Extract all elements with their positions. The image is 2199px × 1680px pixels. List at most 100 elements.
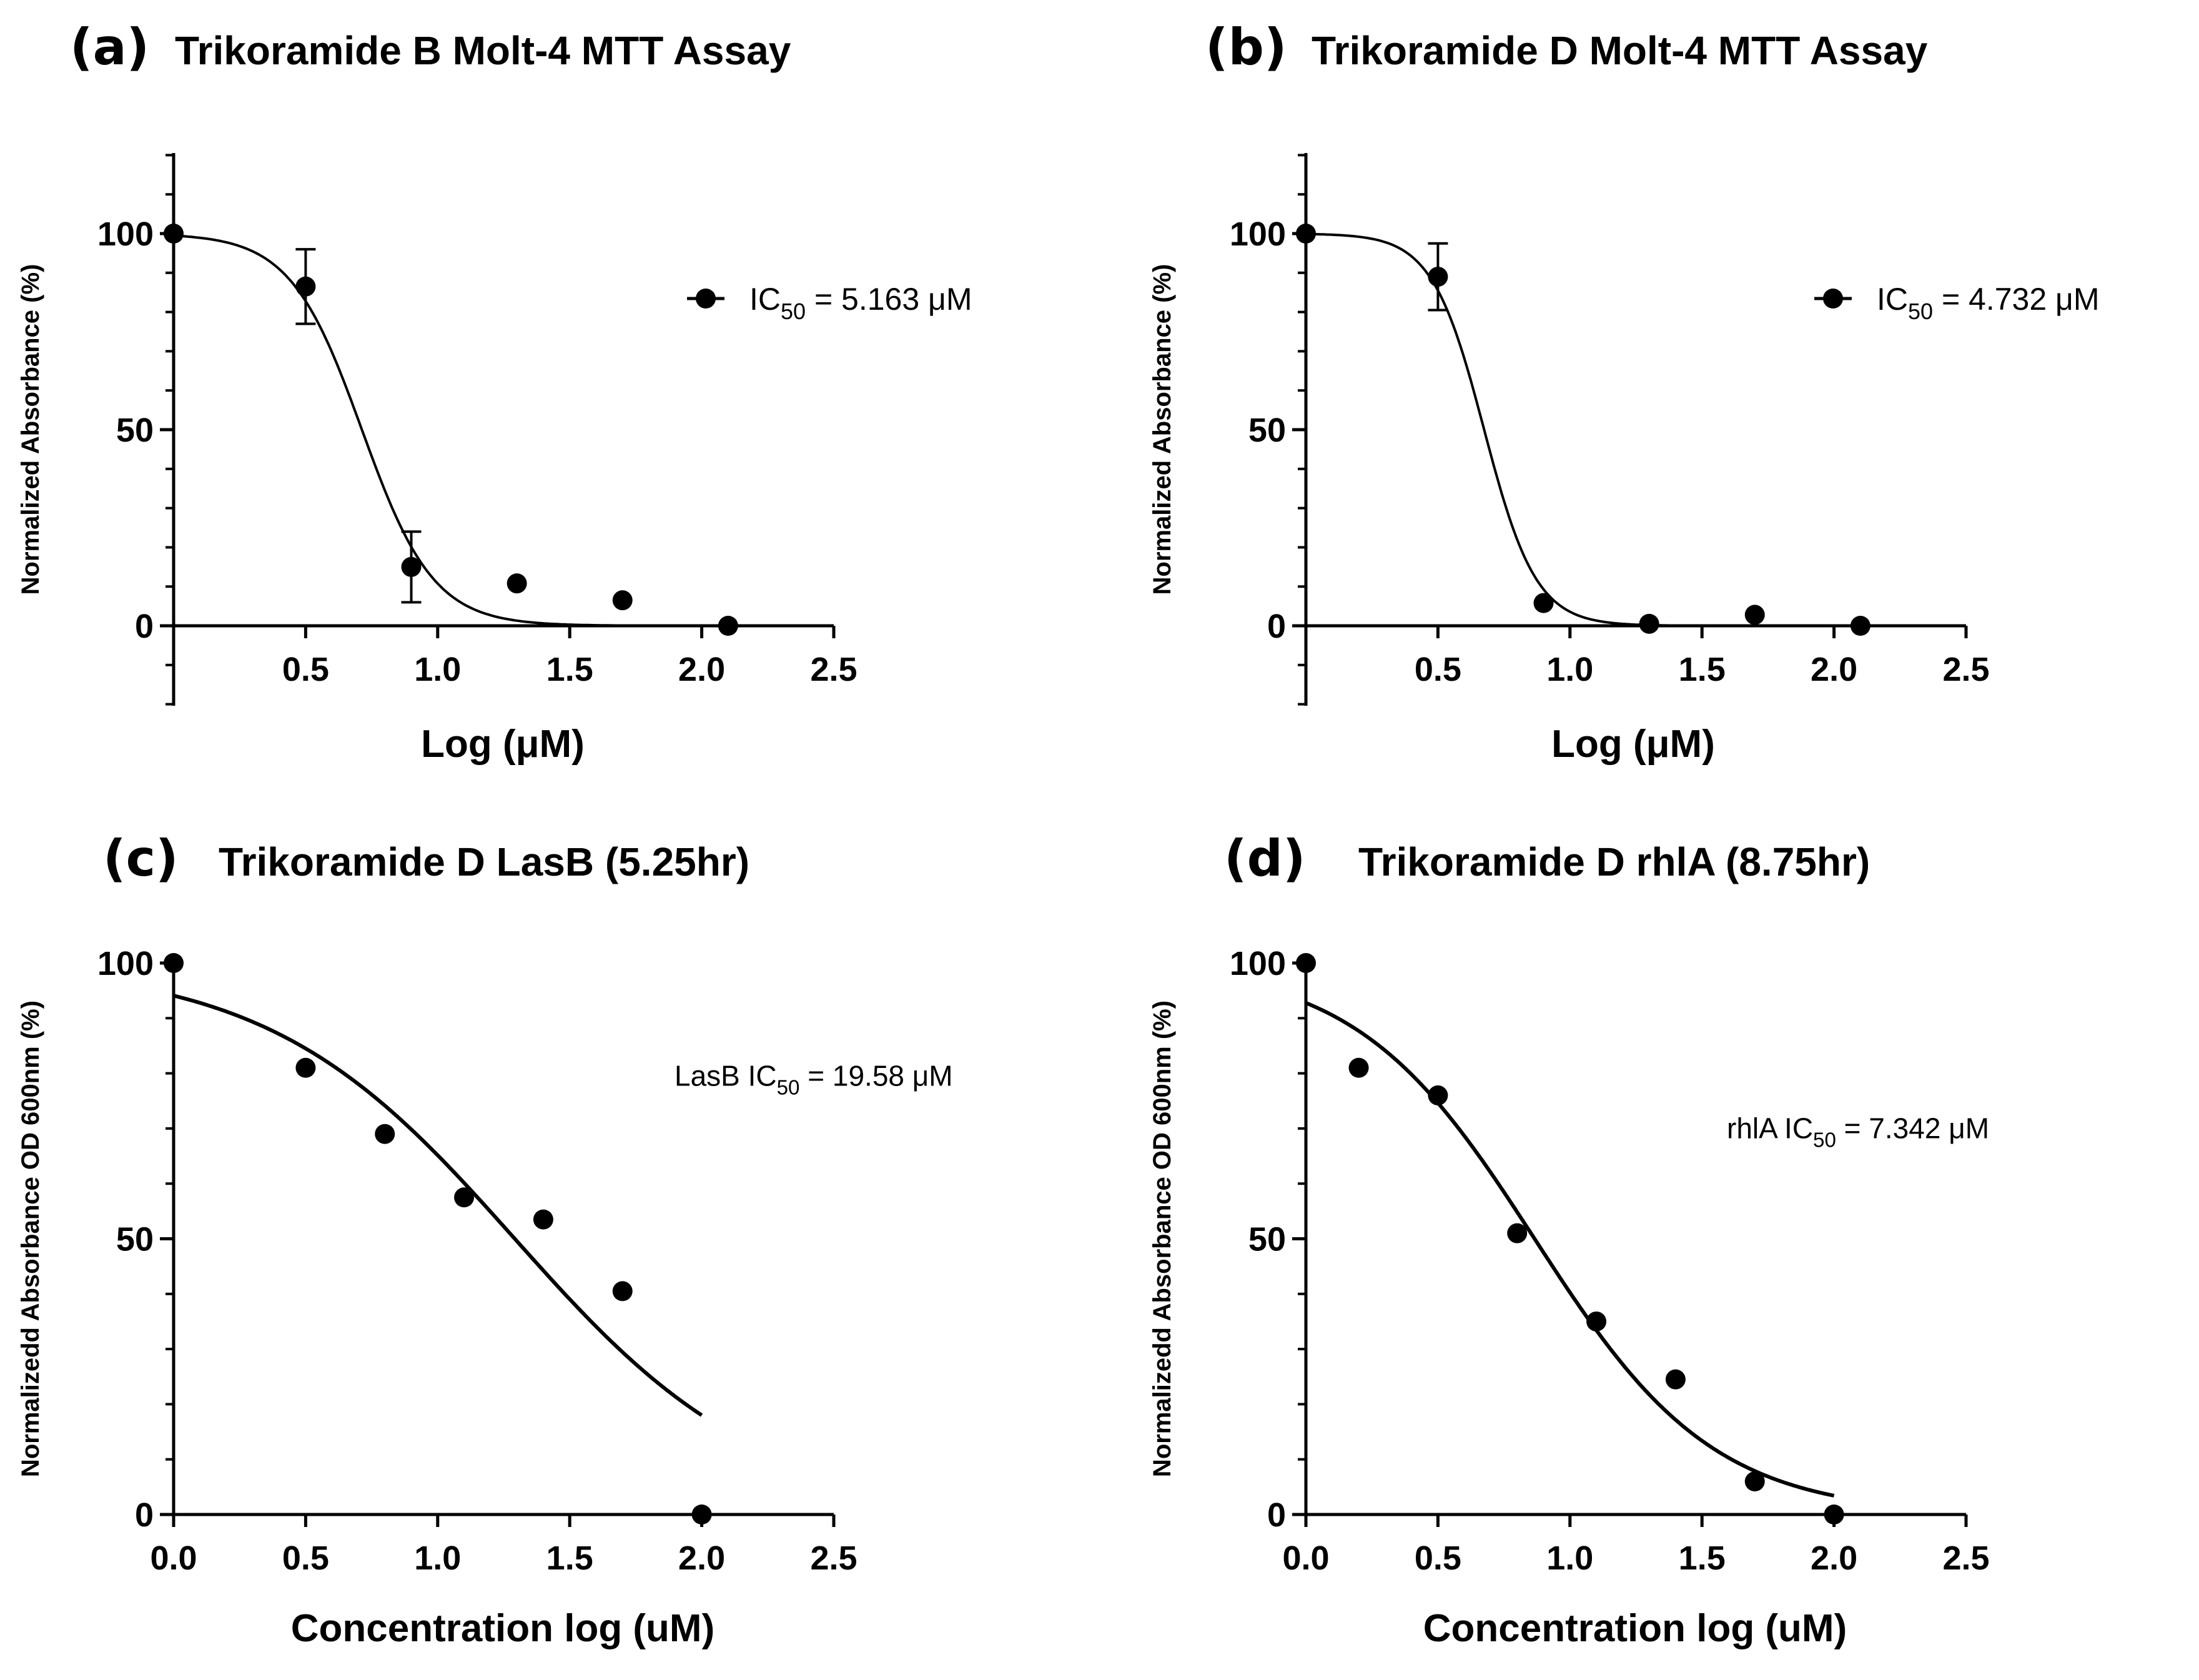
data-point — [612, 590, 633, 611]
data-point — [1533, 593, 1554, 613]
chart-panel: (a) Trikoramide B Molt-4 MTT Assay 0.5 1.0 1… — [17, 18, 972, 766]
data-point — [164, 224, 184, 244]
y-tick-label: 0 — [135, 1496, 154, 1534]
y-tick-label: 50 — [1248, 412, 1286, 449]
x-tick-label: 2.5 — [810, 1539, 857, 1577]
legend-text-subscript: 50 — [777, 1076, 800, 1099]
x-tick-label: 0.5 — [1415, 1539, 1461, 1577]
x-tick-label: 1.0 — [1546, 1539, 1593, 1577]
data-point — [401, 556, 422, 577]
data-point — [1296, 224, 1316, 244]
fit-curve — [173, 234, 834, 627]
data-point — [454, 1187, 475, 1208]
x-tick-label: 0.0 — [150, 1539, 197, 1577]
y-tick-label: 50 — [116, 412, 154, 449]
data-point — [1665, 1369, 1686, 1390]
chart-title: Trikoramide D Molt-4 MTT Assay — [1312, 28, 1928, 73]
x-tick-label: 2.0 — [1811, 651, 1857, 688]
x-tick-label: 1.5 — [1679, 651, 1726, 688]
data-point — [1428, 1085, 1448, 1105]
data-point — [1824, 1505, 1844, 1524]
data-point — [533, 1209, 553, 1230]
x-axis-label: Log (μM) — [1551, 723, 1715, 766]
data-point — [1744, 1471, 1765, 1492]
data-point — [1348, 1057, 1369, 1078]
data-point — [1850, 616, 1870, 636]
x-tick-label: 2.0 — [678, 651, 725, 688]
x-tick-label: 2.0 — [1811, 1539, 1857, 1577]
legend-text-main: IC — [749, 282, 781, 317]
x-tick-label: 0.5 — [282, 651, 329, 688]
y-tick-label: 0 — [1267, 608, 1286, 645]
y-tick-label: 100 — [97, 215, 154, 253]
y-tick-label: 50 — [1248, 1221, 1286, 1258]
data-point — [1507, 1223, 1528, 1243]
chart-panel: (b) Trikoramide D Molt-4 MTT Assay 0.5 1.0 1… — [1149, 18, 2100, 766]
fit-curve — [173, 994, 703, 1417]
x-tick-label: 1.5 — [546, 651, 593, 688]
y-axis-label: Normalizedd Absorbance OD 600nm (%) — [17, 1001, 44, 1477]
x-tick-label: 1.5 — [1679, 1539, 1726, 1577]
x-tick-label: 1.0 — [414, 651, 461, 688]
data-point — [1586, 1311, 1607, 1332]
data-point — [295, 276, 316, 297]
y-tick-label: 50 — [116, 1221, 154, 1258]
chart-title: Trikoramide D rhlA (8.75hr) — [1358, 839, 1870, 884]
y-tick-label: 0 — [1267, 1496, 1286, 1534]
legend-text-rest: = 7.342 μM — [1836, 1112, 1989, 1145]
legend-text-rest: = 4.732 μM — [1933, 282, 2099, 317]
legend-text: IC50 = 4.732 μM — [1877, 282, 2100, 324]
panel-letter: (c) — [103, 829, 179, 887]
x-tick-label: 1.5 — [546, 1539, 593, 1577]
data-point — [1428, 267, 1448, 287]
y-tick-label: 100 — [1230, 215, 1286, 253]
legend-text-subscript: 50 — [1813, 1129, 1836, 1152]
x-tick-label: 0.5 — [282, 1539, 329, 1577]
y-axis-label: Normalized Absorbance (%) — [17, 264, 44, 595]
x-tick-label: 1.0 — [1546, 651, 1593, 688]
legend-text-rest: = 5.163 μM — [806, 282, 972, 317]
fit-curve — [1306, 232, 1966, 627]
x-tick-label: 0.0 — [1282, 1539, 1329, 1577]
chart-panel: (d) Trikoramide D rhlA (8.75hr) 0.0 0.5 1.0 1… — [1149, 829, 1990, 1650]
legend-text-main: LasB IC — [675, 1060, 777, 1092]
data-point — [507, 573, 527, 594]
legend-marker — [696, 289, 716, 309]
data-point — [1296, 953, 1316, 973]
chart-panel: (c) Trikoramide D LasB (5.25hr) 0.0 0.5 1.0 1… — [17, 829, 953, 1650]
data-point — [1639, 613, 1659, 634]
panel-letter: (b) — [1205, 18, 1287, 76]
y-axis-label: Normalized Absorbance (%) — [1149, 264, 1176, 595]
panel-letter: (a) — [70, 18, 149, 76]
data-point — [1744, 605, 1765, 625]
chart-title: Trikoramide D LasB (5.25hr) — [219, 839, 749, 884]
legend-text-rest: = 19.58 μM — [799, 1060, 952, 1092]
data-point — [375, 1124, 395, 1144]
data-point — [691, 1505, 712, 1524]
y-tick-label: 0 — [135, 608, 154, 645]
y-tick-label: 100 — [97, 945, 154, 982]
legend-text-main: rhlA IC — [1727, 1112, 1813, 1145]
legend-text-main: IC — [1877, 282, 1908, 317]
panel-letter: (d) — [1224, 829, 1305, 887]
legend-text-subscript: 50 — [781, 299, 806, 324]
legend-text-subscript: 50 — [1908, 299, 1933, 324]
x-axis-label: Log (μM) — [421, 723, 585, 766]
legend-text: LasB IC50 = 19.58 μM — [675, 1060, 953, 1100]
x-tick-label: 2.5 — [810, 651, 857, 688]
x-tick-label: 2.5 — [1942, 651, 1989, 688]
legend-text: IC50 = 5.163 μM — [749, 282, 972, 324]
x-tick-label: 2.0 — [678, 1539, 725, 1577]
chart-title: Trikoramide B Molt-4 MTT Assay — [175, 28, 791, 73]
fit-curve — [1305, 1001, 1835, 1498]
data-point — [164, 953, 184, 973]
y-tick-label: 100 — [1230, 945, 1286, 982]
x-axis-label: Concentration log (uM) — [291, 1607, 714, 1650]
x-tick-label: 1.0 — [414, 1539, 461, 1577]
data-point — [612, 1281, 633, 1302]
legend-text: rhlA IC50 = 7.342 μM — [1727, 1112, 1989, 1152]
data-point — [718, 616, 738, 636]
x-axis-label: Concentration log (uM) — [1423, 1607, 1847, 1650]
x-tick-label: 2.5 — [1942, 1539, 1989, 1577]
